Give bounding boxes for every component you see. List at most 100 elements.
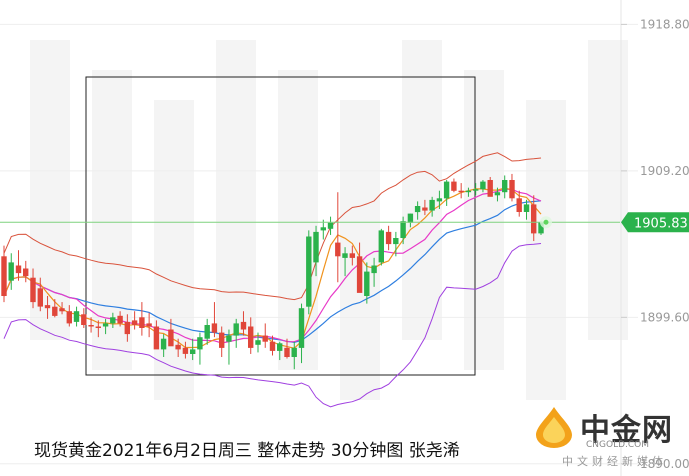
cngold-logo: 中金网 CNGOLD.COM 中文财经新媒体 (532, 403, 682, 473)
current-price-label: 1905.83 (634, 216, 688, 231)
upper-band-line (3, 152, 542, 301)
y-tick-label: 1909.20 (640, 164, 689, 178)
candle-body (473, 189, 479, 191)
background-block (154, 100, 194, 400)
candle-body (139, 317, 145, 328)
candle-body (487, 180, 493, 197)
candle-body (407, 213, 414, 223)
candle-body (458, 190, 464, 193)
candle-body (422, 207, 428, 211)
candle-body (371, 265, 377, 274)
candle-body (102, 323, 109, 327)
background-block (402, 40, 442, 340)
logo-tagline: 中文财经新媒体 (562, 455, 667, 468)
background-block (464, 70, 504, 370)
candle-body (502, 180, 508, 193)
last-price-dot (543, 219, 549, 225)
candle-body (204, 325, 210, 339)
candle-body (146, 323, 152, 327)
candle-body (23, 268, 29, 277)
logo-drop-icon (536, 407, 572, 448)
candle-body (182, 347, 189, 354)
candle-body (349, 253, 355, 258)
candle-body (240, 321, 247, 330)
candle-body (219, 332, 225, 348)
candle-body (117, 315, 123, 324)
candle-body (153, 326, 160, 350)
grid (0, 23, 638, 465)
candle-body (59, 308, 65, 312)
candle-body (291, 347, 297, 357)
background-block (588, 40, 628, 340)
candle-body (523, 204, 530, 212)
candle-body (1, 256, 7, 296)
candle-body (95, 326, 101, 328)
candle-body (531, 204, 537, 234)
candle-body (44, 305, 51, 309)
candle-body (248, 326, 254, 348)
candle-body (277, 343, 283, 351)
candle-body (190, 349, 196, 354)
candle-body (175, 344, 181, 350)
candle-body (73, 311, 80, 322)
candle-body (414, 206, 421, 213)
logo-domain: CNGOLD.COM (586, 440, 650, 450)
chart-title: 现货黄金2021年6月2日周三 整体走势 30分钟图 张尧浠 (34, 441, 460, 461)
candle-body (255, 340, 261, 345)
candle-body (30, 277, 36, 303)
candle-body (66, 311, 72, 324)
candle-body (429, 199, 435, 211)
candle-body (516, 198, 522, 212)
candle-body (356, 256, 363, 293)
background-block (278, 70, 318, 370)
candle-body (465, 190, 472, 193)
candle-body (443, 181, 450, 199)
candle-body (15, 265, 22, 274)
candle-body (320, 227, 326, 231)
candle-body (88, 325, 94, 327)
candle-body (327, 222, 334, 229)
candle-body (451, 181, 457, 191)
candle-body (262, 335, 268, 342)
candle-body (509, 180, 515, 199)
candle-body (342, 253, 348, 258)
candle-body (81, 314, 87, 325)
highlight-box (85, 76, 476, 376)
candles (1, 173, 544, 370)
candle-body (37, 288, 43, 307)
candle-body (335, 242, 341, 257)
candle-body (378, 230, 384, 263)
candle-body (313, 231, 319, 263)
background-block (216, 40, 256, 340)
candle-body (436, 198, 443, 202)
lower-band-line (3, 243, 542, 408)
candle-body (211, 323, 218, 333)
candle-body (52, 306, 58, 316)
candle-body (160, 338, 167, 350)
candle-body (480, 181, 486, 190)
candle-body (494, 192, 501, 196)
logo-text: 中金网 (580, 413, 673, 448)
candle-body (298, 308, 305, 348)
y-tick-label: 1890.00 (640, 457, 689, 471)
y-tick-label: 1918.80 (640, 17, 689, 31)
candle-body (197, 337, 203, 350)
candle-body (131, 320, 138, 325)
candle-body (538, 222, 544, 234)
candle-body (269, 341, 276, 351)
candle-body (124, 321, 130, 335)
candle-body (385, 231, 392, 245)
y-tick-label: 1899.60 (640, 310, 689, 324)
candle-body (400, 221, 406, 238)
candle-body (110, 317, 116, 324)
candle-body (226, 335, 232, 342)
candle-body (306, 236, 312, 307)
background-block (526, 100, 566, 400)
current-price-tag (621, 212, 689, 233)
candle-body (168, 329, 174, 347)
candle-body (284, 347, 290, 357)
candle-body (364, 271, 370, 296)
candle-body (393, 238, 399, 245)
